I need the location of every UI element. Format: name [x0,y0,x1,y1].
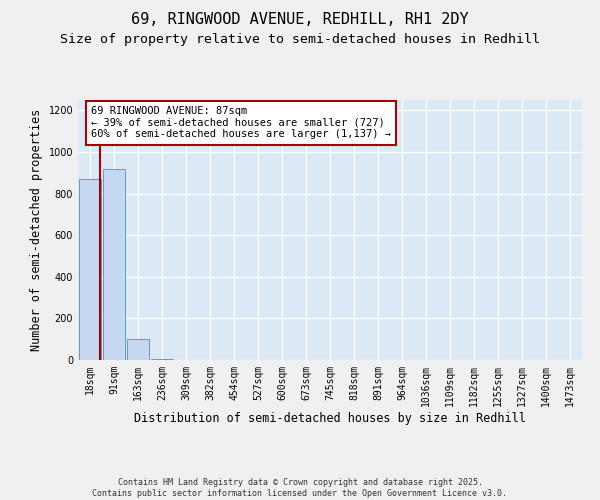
Bar [151,359,173,360]
Text: Size of property relative to semi-detached houses in Redhill: Size of property relative to semi-detach… [60,32,540,46]
Text: 69 RINGWOOD AVENUE: 87sqm
← 39% of semi-detached houses are smaller (727)
60% of: 69 RINGWOOD AVENUE: 87sqm ← 39% of semi-… [91,106,391,140]
Bar [103,168,125,360]
Bar [79,179,101,360]
Y-axis label: Number of semi-detached properties: Number of semi-detached properties [30,109,43,351]
Bar [127,339,149,360]
Text: Contains HM Land Registry data © Crown copyright and database right 2025.
Contai: Contains HM Land Registry data © Crown c… [92,478,508,498]
X-axis label: Distribution of semi-detached houses by size in Redhill: Distribution of semi-detached houses by … [134,412,526,424]
Text: 69, RINGWOOD AVENUE, REDHILL, RH1 2DY: 69, RINGWOOD AVENUE, REDHILL, RH1 2DY [131,12,469,28]
